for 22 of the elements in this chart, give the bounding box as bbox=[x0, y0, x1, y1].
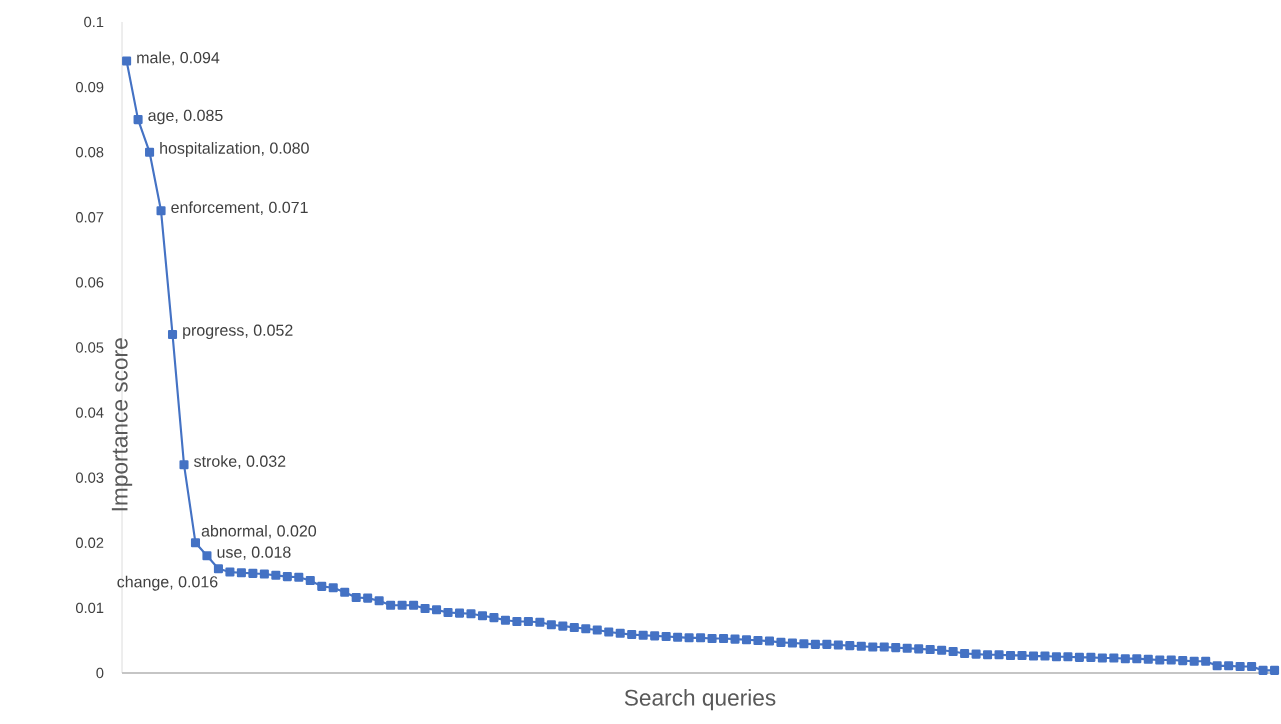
y-tick-label: 0.05 bbox=[75, 342, 104, 353]
y-tick-label: 0.08 bbox=[75, 147, 104, 158]
y-tick-label: 0.07 bbox=[75, 212, 104, 223]
annotation: change, 0.016 bbox=[117, 575, 218, 591]
y-axis-title: Importance score bbox=[111, 338, 133, 511]
annotation: progress, 0.052 bbox=[183, 324, 293, 340]
y-tick-label: 0.04 bbox=[75, 407, 104, 418]
annotation: age, 0.085 bbox=[148, 109, 223, 125]
y-tick-label: 0.01 bbox=[75, 602, 104, 614]
y-tick-label: 0.1 bbox=[84, 16, 104, 28]
y-tick-label: 0.06 bbox=[75, 277, 104, 288]
annotation: abnormal, 0.020 bbox=[201, 524, 317, 539]
y-tick-label: 0.03 bbox=[75, 472, 104, 483]
y-tick-label: 0.02 bbox=[75, 537, 104, 548]
annotation: male, 0.094 bbox=[137, 51, 220, 66]
y-tick-label: 0.09 bbox=[75, 81, 104, 93]
annotation: stroke, 0.032 bbox=[194, 455, 286, 469]
annotation: use, 0.018 bbox=[217, 546, 291, 560]
annotation: hospitalization, 0.080 bbox=[160, 142, 309, 157]
annotation: enforcement, 0.071 bbox=[171, 201, 308, 215]
y-tick-label: 0 bbox=[96, 667, 104, 679]
x-axis-title: Search queries bbox=[624, 689, 776, 711]
